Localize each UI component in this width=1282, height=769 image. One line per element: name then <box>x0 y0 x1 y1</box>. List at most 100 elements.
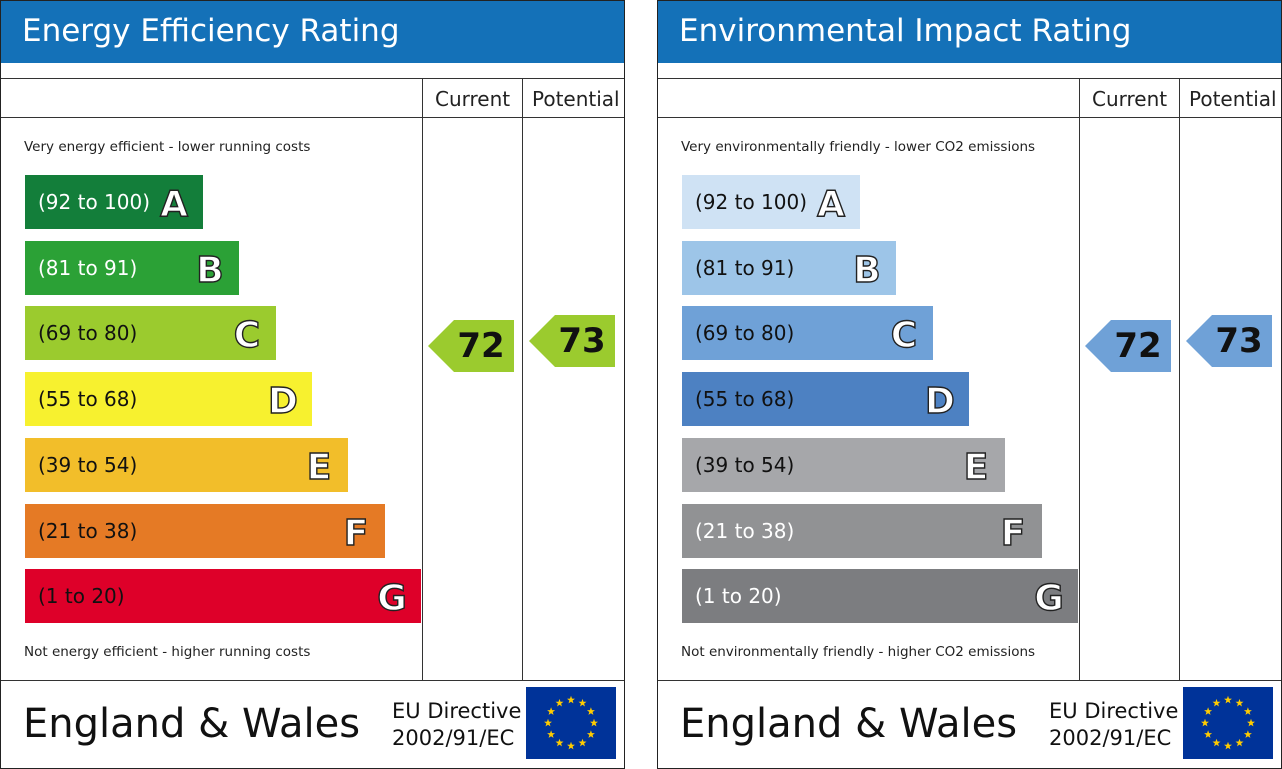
svg-text:A: A <box>817 184 845 225</box>
column-divider <box>1079 78 1080 680</box>
eu-flag-icon <box>526 687 616 759</box>
band-f: (21 to 38) F <box>682 503 1042 558</box>
environmental-impact-chart: Environmental Impact Rating Current Pote… <box>657 0 1282 769</box>
eu-star <box>547 730 556 738</box>
column-divider <box>422 78 423 680</box>
band-g: (1 to 20) G <box>682 569 1078 624</box>
eu-star <box>567 741 575 750</box>
eu-star <box>578 698 587 707</box>
footer-country: England & Wales <box>680 701 1018 747</box>
band-letter: F <box>1000 512 1026 554</box>
band-b: (81 to 91) B <box>682 240 897 295</box>
footer-directive: EU Directive 2002/91/EC <box>1049 698 1178 752</box>
divider <box>1 117 624 118</box>
eu-star <box>555 738 564 747</box>
band-letter: D <box>267 380 298 422</box>
band-a: (92 to 100) A <box>25 175 203 229</box>
band-range: (92 to 100) <box>38 190 151 214</box>
svg-text:C: C <box>233 315 259 356</box>
band-letter: A <box>159 183 188 225</box>
svg-text:F: F <box>343 513 368 554</box>
eu-flag-icon <box>1183 687 1273 759</box>
band-range: (55 to 68) <box>38 387 138 412</box>
eu-star <box>586 730 595 738</box>
svg-text:E: E <box>307 447 332 488</box>
band-c: (69 to 80) C <box>25 306 276 361</box>
eu-star <box>586 707 595 715</box>
current-column-header: Current <box>435 87 511 111</box>
band-range: (81 to 91) <box>38 255 138 280</box>
band-letter: F <box>343 512 369 554</box>
band-range: (39 to 54) <box>695 452 795 477</box>
eu-star <box>1204 707 1213 715</box>
directive-line: EU Directive <box>1049 699 1179 723</box>
band-letter: B <box>853 249 882 291</box>
current-rating-arrow: 72 <box>1085 319 1171 372</box>
eu-star <box>1243 730 1252 738</box>
eu-star <box>1224 695 1232 704</box>
potential-rating-arrow: 73 <box>529 314 615 367</box>
divider <box>1 78 624 79</box>
svg-text:72: 72 <box>1114 326 1161 366</box>
svg-text:G: G <box>1034 578 1064 619</box>
svg-text:B: B <box>854 250 881 291</box>
chart-title: Environmental Impact Rating <box>679 13 1132 49</box>
potential-column-header: Potential <box>1189 87 1277 111</box>
eu-star <box>547 707 556 715</box>
band-letter: G <box>376 577 407 619</box>
column-divider <box>522 78 523 680</box>
band-letter: C <box>233 315 261 357</box>
eu-star <box>590 718 598 727</box>
svg-text:B: B <box>197 250 224 291</box>
top-note: Very environmentally friendly - lower CO… <box>681 139 1036 155</box>
band-range: (1 to 20) <box>38 584 125 609</box>
eu-star <box>1212 698 1221 707</box>
band-f: (21 to 38) F <box>25 503 385 558</box>
eu-star <box>1235 698 1244 707</box>
bottom-note: Not energy efficient - higher running co… <box>24 644 311 660</box>
divider <box>658 680 1281 681</box>
svg-text:72: 72 <box>457 326 504 366</box>
footer-country: England & Wales <box>23 701 361 747</box>
band-b: (81 to 91) B <box>25 240 240 295</box>
svg-text:D: D <box>268 381 298 422</box>
band-range: (69 to 80) <box>38 321 138 346</box>
bottom-note: Not environmentally friendly - higher CO… <box>681 644 1036 660</box>
eu-star <box>1204 730 1213 738</box>
eu-star <box>567 695 575 704</box>
eu-star <box>1212 738 1221 747</box>
band-d: (55 to 68) D <box>682 372 969 427</box>
eu-star <box>544 718 552 727</box>
band-letter: G <box>1033 577 1064 619</box>
footer-directive: EU Directive 2002/91/EC <box>392 698 521 752</box>
band-e: (39 to 54) E <box>682 437 1006 492</box>
band-range: (69 to 80) <box>695 321 795 346</box>
band-a: (92 to 100) A <box>682 175 860 229</box>
potential-rating-arrow: 73 <box>1186 314 1272 367</box>
band-range: (1 to 20) <box>695 584 782 609</box>
band-range: (21 to 38) <box>695 518 795 543</box>
column-divider <box>1179 78 1180 680</box>
current-rating-arrow: 72 <box>428 319 514 372</box>
energy-efficiency-chart: Energy Efficiency Rating Current Potenti… <box>0 0 625 769</box>
eu-star <box>578 738 587 747</box>
band-range: (92 to 100) <box>695 190 808 214</box>
eu-star <box>1243 707 1252 715</box>
band-range: (81 to 91) <box>695 255 795 280</box>
band-letter: C <box>890 315 918 357</box>
band-letter: E <box>306 446 332 488</box>
directive-line: 2002/91/EC <box>392 726 515 750</box>
band-letter: A <box>816 183 845 225</box>
svg-text:C: C <box>890 315 916 356</box>
eu-star <box>555 698 564 707</box>
band-range: (21 to 38) <box>38 518 138 543</box>
divider <box>1 680 624 681</box>
band-d: (55 to 68) D <box>25 372 312 427</box>
svg-text:G: G <box>377 578 407 619</box>
svg-text:73: 73 <box>558 321 605 361</box>
band-range: (39 to 54) <box>38 452 138 477</box>
top-note: Very energy efficient - lower running co… <box>24 139 311 155</box>
band-letter: E <box>963 446 989 488</box>
chart-header: Energy Efficiency Rating <box>1 1 624 63</box>
band-letter: B <box>196 249 225 291</box>
